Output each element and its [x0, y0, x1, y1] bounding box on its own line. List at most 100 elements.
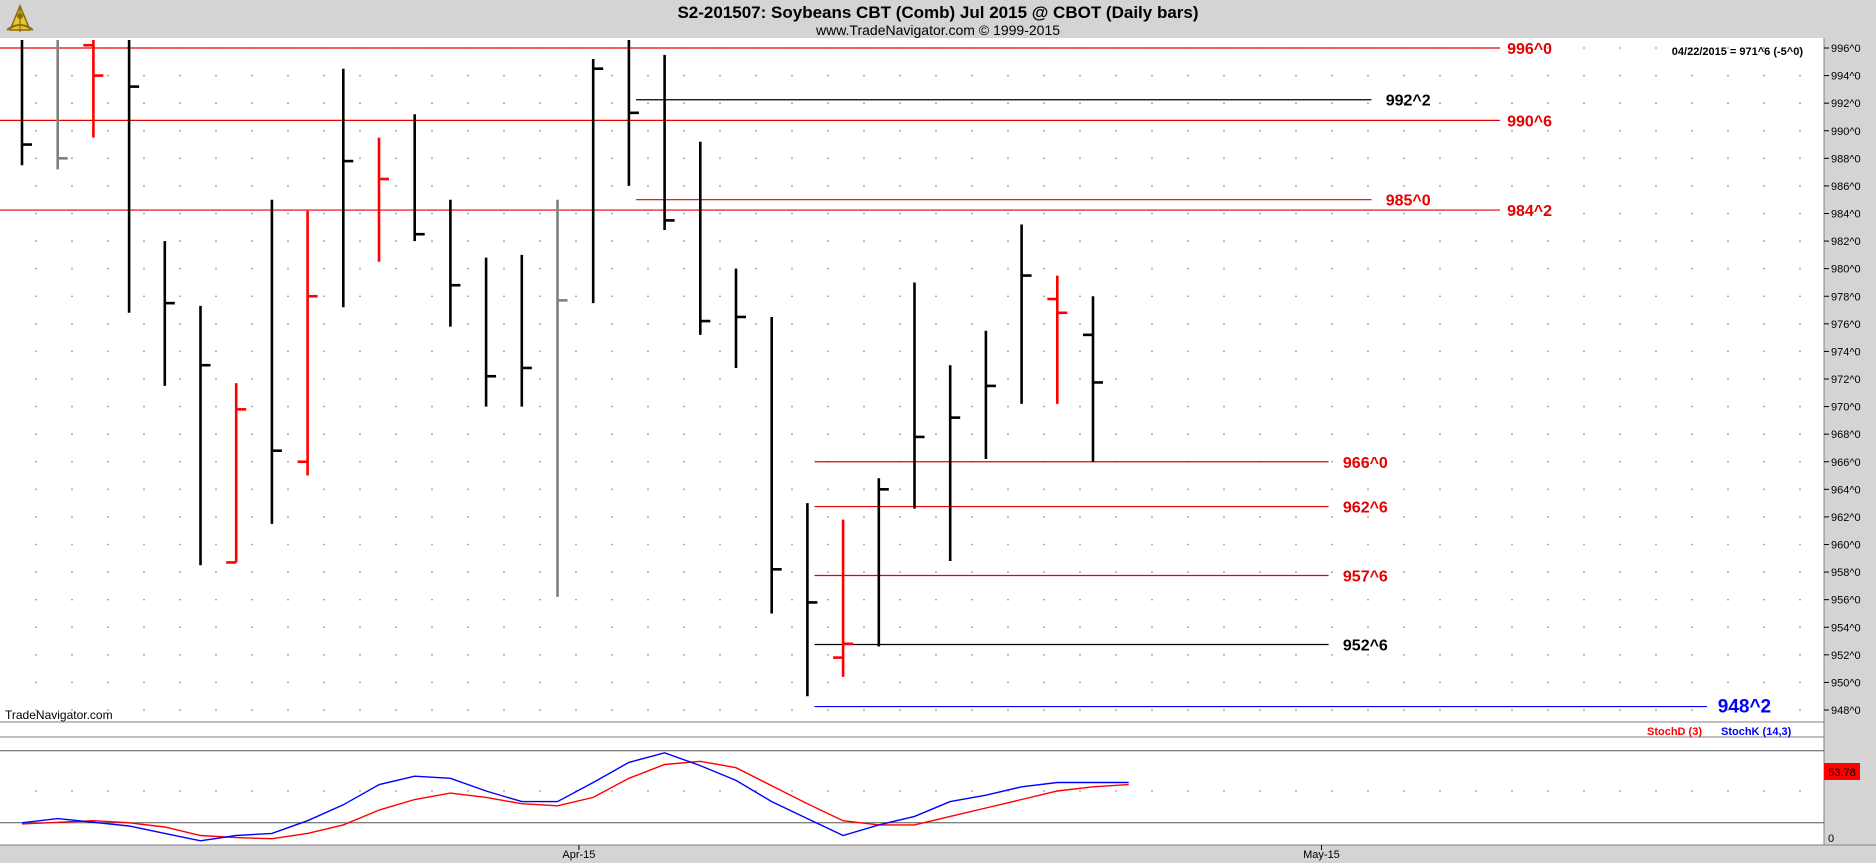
grid-dot — [71, 571, 73, 573]
grid-dot — [467, 295, 469, 298]
grid-dot — [719, 350, 721, 353]
grid-dot — [863, 350, 865, 353]
grid-dot — [1043, 598, 1045, 601]
grid-dot — [1187, 598, 1189, 601]
grid-dot — [539, 378, 541, 380]
grid-dot — [1475, 267, 1477, 270]
y-tick-label: 952^0 — [1831, 650, 1861, 662]
grid-dot — [971, 102, 973, 105]
grid-dot — [539, 322, 541, 325]
grid-dot — [1403, 322, 1405, 325]
grid-dot — [1367, 516, 1369, 518]
grid-dot — [179, 433, 181, 436]
grid-dot — [71, 129, 73, 132]
grid-dot — [683, 653, 685, 656]
grid-dot — [1439, 74, 1441, 77]
grid-dot — [35, 378, 37, 380]
grid-dot — [143, 74, 145, 77]
grid-dot — [395, 212, 397, 215]
grid-dot — [899, 516, 901, 518]
stochk-line — [21, 752, 1129, 842]
grid-dot — [503, 102, 505, 105]
grid-dot — [503, 295, 505, 298]
grid-dot — [1547, 102, 1549, 105]
grid-dot — [1223, 74, 1225, 77]
grid-dot — [1079, 433, 1081, 436]
grid-dot — [719, 598, 721, 601]
grid-dot — [395, 790, 397, 792]
grid-dot — [827, 433, 829, 436]
grid-dot — [1799, 460, 1801, 463]
grid-dot — [863, 709, 865, 711]
grid-dot — [899, 709, 901, 711]
grid-dot — [1511, 212, 1513, 215]
grid-dot — [683, 240, 685, 242]
grid-dot — [1511, 350, 1513, 353]
grid-dot — [755, 102, 757, 105]
grid-dot — [971, 295, 973, 298]
grid-dot — [647, 102, 649, 105]
grid-dot — [1151, 571, 1153, 573]
grid-dot — [1511, 460, 1513, 463]
grid-dot — [827, 653, 829, 656]
grid-dot — [1223, 240, 1225, 242]
grid-dot — [503, 543, 505, 546]
grid-dot — [863, 102, 865, 105]
grid-dot — [1475, 626, 1477, 629]
grid-dot — [1259, 185, 1261, 187]
grid-dot — [1547, 681, 1549, 684]
grid-dot — [1007, 709, 1009, 711]
grid-dot — [1403, 460, 1405, 463]
grid-dot — [1511, 129, 1513, 132]
grid-dot — [71, 681, 73, 684]
grid-dot — [1799, 433, 1801, 436]
grid-dot — [1223, 433, 1225, 436]
grid-dot — [1079, 267, 1081, 270]
grid-dot — [1187, 74, 1189, 77]
grid-dot — [323, 790, 325, 792]
grid-dot — [1475, 790, 1477, 792]
grid-dot — [503, 709, 505, 711]
grid-dot — [1511, 516, 1513, 518]
grid-dot — [647, 185, 649, 187]
grid-dot — [647, 653, 649, 656]
grid-dot — [1151, 516, 1153, 518]
grid-dot — [827, 626, 829, 629]
grid-dot — [1619, 543, 1621, 546]
grid-dot — [683, 460, 685, 463]
grid-dot — [1259, 709, 1261, 711]
grid-dot — [1475, 350, 1477, 353]
grid-dot — [719, 267, 721, 270]
header-panel — [0, 0, 1876, 38]
grid-dot — [467, 267, 469, 270]
grid-dot — [1619, 47, 1621, 49]
grid-dot — [323, 571, 325, 573]
grid-dot — [791, 598, 793, 601]
y-tick-label: 972^0 — [1831, 374, 1861, 386]
grid-dot — [1511, 185, 1513, 187]
grid-dot — [1763, 267, 1765, 270]
grid-dot — [791, 157, 793, 160]
grid-dot — [1007, 598, 1009, 601]
grid-dot — [1511, 157, 1513, 160]
grid-dot — [323, 488, 325, 491]
grid-dot — [755, 488, 757, 491]
grid-dot — [1727, 433, 1729, 436]
grid-dot — [1763, 157, 1765, 160]
sextant-logo-icon[interactable] — [6, 4, 34, 32]
grid-dot — [1511, 405, 1513, 408]
grid-dot — [1151, 74, 1153, 77]
grid-dot — [1223, 212, 1225, 215]
grid-dot — [1115, 185, 1117, 187]
grid-dot — [647, 157, 649, 160]
grid-dot — [1007, 102, 1009, 105]
grid-dot — [1079, 681, 1081, 684]
grid-dot — [935, 790, 937, 792]
grid-dot — [899, 681, 901, 684]
y-tick-label: 954^0 — [1831, 622, 1861, 634]
grid-dot — [863, 790, 865, 792]
grid-dot — [935, 653, 937, 656]
grid-dot — [107, 460, 109, 463]
grid-dot — [1187, 350, 1189, 353]
y-tick-label: 970^0 — [1831, 402, 1861, 414]
